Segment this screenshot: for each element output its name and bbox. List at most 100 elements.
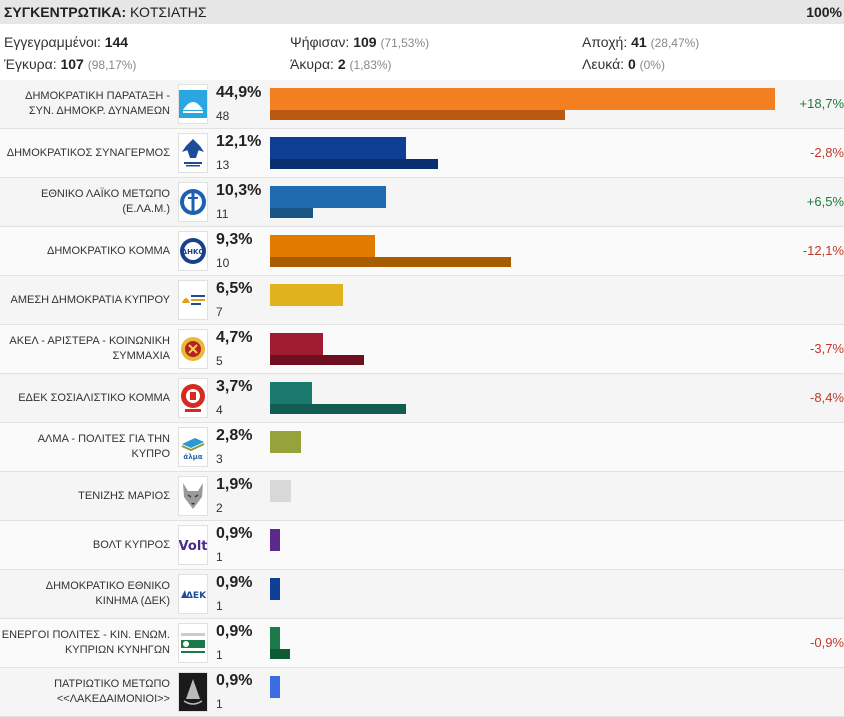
party-row: ΤΕΝΙΖΗΣ ΜΑΡΙΟΣ 1,9% 2 xyxy=(0,472,844,521)
stat-invalid-value: 2 xyxy=(337,56,346,72)
party-row: ΔΗΜΟΚΡΑΤΙΚΗ ΠΑΡΑΤΑΞΗ - ΣΥΝ. ΔΗΜΟΚΡ. ΔΥΝΑ… xyxy=(0,80,844,129)
party-name: ΕΝΕΡΓΟΙ ΠΟΛΙΤΕΣ - ΚΙΝ. ΕΝΩΜ. ΚΥΠΡΙΩΝ ΚΥΝ… xyxy=(1,629,170,656)
vote-percent-label: 0,9% xyxy=(216,672,253,689)
previous-result-bar xyxy=(270,404,406,414)
volt-logo: Volt xyxy=(178,525,208,565)
diko-logo: ΔΗΚΟ xyxy=(178,231,208,271)
previous-result-bar xyxy=(270,257,511,267)
stats-panel: Εγγεγραμμένοι: 144 Ψήφισαν: 109 (71,53%)… xyxy=(0,24,844,80)
vote-count-label: 48 xyxy=(216,109,230,123)
stat-invalid-label: Άκυρα: xyxy=(290,56,334,72)
stat-invalid: Άκυρα: 2 (1,83%) xyxy=(290,56,392,72)
vote-count-label: 11 xyxy=(216,207,229,221)
current-result-bar xyxy=(270,186,386,208)
vote-percent-label: 0,9% xyxy=(216,623,253,640)
party-name: ΤΕΝΙΖΗΣ ΜΑΡΙΟΣ xyxy=(78,489,170,502)
change-label: +6,5% xyxy=(806,194,844,209)
change-label: -3,7% xyxy=(810,341,844,356)
current-result-bar xyxy=(270,529,280,551)
svg-text:ΔΗΚΟ: ΔΗΚΟ xyxy=(182,248,205,256)
stat-abstention-value: 41 xyxy=(631,34,647,50)
results-chart: ΔΗΜΟΚΡΑΤΙΚΗ ΠΑΡΑΤΑΞΗ - ΣΥΝ. ΔΗΜΟΚΡ. ΔΥΝΑ… xyxy=(0,80,844,717)
stat-voted-label: Ψήφισαν: xyxy=(290,34,350,50)
vote-count-label: 2 xyxy=(216,501,223,515)
party-name: ΠΑΤΡΙΩΤΙΚΟ ΜΕΤΩΠΟ <<ΛΑΚΕΔΑΙΜΟΝΙΟΙ>> xyxy=(54,678,170,705)
current-result-bar xyxy=(270,284,343,306)
vote-count-label: 1 xyxy=(216,550,223,564)
stat-registered-value: 144 xyxy=(104,34,129,50)
previous-result-bar xyxy=(270,110,565,120)
current-result-bar xyxy=(270,333,323,355)
party-name: ΒΟΛΤ ΚΥΠΡΟΣ xyxy=(92,538,170,551)
current-result-bar xyxy=(270,235,375,257)
akel-logo xyxy=(178,329,208,369)
party-row: ΔΗΜΟΚΡΑΤΙΚΟΣ ΣΥΝΑΓΕΡΜΟΣ 12,1% 13 -2,8% xyxy=(0,129,844,178)
current-result-bar xyxy=(270,676,280,698)
previous-result-bar xyxy=(270,159,438,169)
stat-valid-label: Έγκυρα: xyxy=(4,56,57,72)
svg-text:Volt: Volt xyxy=(179,539,207,554)
dek-logo: ΔΕΚ xyxy=(178,574,208,614)
elam-logo xyxy=(178,182,208,222)
vote-percent-label: 9,3% xyxy=(216,231,253,248)
stat-valid: Έγκυρα: 107 (98,17%) xyxy=(4,56,136,72)
party-name: ΕΔΕΚ ΣΟΣΙΑΛΙΣΤΙΚΟ ΚΟΜΜΑ xyxy=(18,391,170,404)
party-name: ΑΚΕΛ - ΑΡΙΣΤΕΡΑ - ΚΟΙΝΩΝΙΚΗ ΣΥΜΜΑΧΙΑ xyxy=(9,335,170,362)
dipa-logo xyxy=(178,84,208,124)
party-row: ΠΑΤΡΙΩΤΙΚΟ ΜΕΤΩΠΟ <<ΛΑΚΕΔΑΙΜΟΝΙΟΙ>> 0,9% 1 xyxy=(0,668,844,717)
vote-percent-label: 44,9% xyxy=(216,84,262,101)
header-title: ΣΥΓΚΕΝΤΡΩΤΙΚΑ: ΚΟΤΣΙΑΤΗΣ xyxy=(4,0,207,24)
vote-percent-label: 4,7% xyxy=(216,329,253,346)
stat-abstention-label: Αποχή: xyxy=(582,34,628,50)
vote-percent-label: 0,9% xyxy=(216,525,253,542)
party-row: ΕΘΝΙΚΟ ΛΑΪΚΟ ΜΕΤΩΠΟ (Ε.ΛΑ.Μ.) 10,3% 11 +6,5… xyxy=(0,178,844,227)
vote-percent-label: 12,1% xyxy=(216,133,262,150)
stat-voted-value: 109 xyxy=(353,34,377,50)
party-name: ΑΜΕΣΗ ΔΗΜΟΚΡΑΤΙΑ ΚΥΠΡΟΥ xyxy=(10,293,170,306)
header-place: ΚΟΤΣΙΑΤΗΣ xyxy=(130,4,207,20)
edek-logo xyxy=(178,378,208,418)
change-label: -2,8% xyxy=(810,145,844,160)
party-row: ΑΜΕΣΗ ΔΗΜΟΚΡΑΤΙΑ ΚΥΠΡΟΥ 6,5% 7 xyxy=(0,276,844,325)
alma-logo: άλμα xyxy=(178,427,208,467)
party-row: ΔΗΜΟΚΡΑΤΙΚΟ ΕΘΝΙΚΟ ΚΙΝΗΜΑ (ΔΕΚ) ΔΕΚ 0,9% 1 xyxy=(0,570,844,619)
party-name: ΔΗΜΟΚΡΑΤΙΚΟ ΚΟΜΜΑ xyxy=(47,244,170,257)
svg-text:ΔΕΚ: ΔΕΚ xyxy=(186,591,207,601)
vote-count-label: 1 xyxy=(216,697,223,711)
patriotic-logo xyxy=(178,672,208,712)
previous-result-bar xyxy=(270,649,290,659)
party-name: ΔΗΜΟΚΡΑΤΙΚΟΣ ΣΥΝΑΓΕΡΜΟΣ xyxy=(6,146,170,159)
vote-percent-label: 3,7% xyxy=(216,378,253,395)
vote-percent-label: 1,9% xyxy=(216,476,253,493)
change-label: -8,4% xyxy=(810,390,844,405)
disy-logo xyxy=(178,133,208,173)
vote-percent-label: 2,8% xyxy=(216,427,253,444)
party-row: ΕΝΕΡΓΟΙ ΠΟΛΙΤΕΣ - ΚΙΝ. ΕΝΩΜ. ΚΥΠΡΙΩΝ ΚΥΝ… xyxy=(0,619,844,668)
stat-registered: Εγγεγραμμένοι: 144 xyxy=(4,34,128,50)
party-row: ΔΗΜΟΚΡΑΤΙΚΟ ΚΟΜΜΑ ΔΗΚΟ 9,3% 10 -12,1% xyxy=(0,227,844,276)
party-name: ΑΛΜΑ - ΠΟΛΙΤΕΣ ΓΙΑ ΤΗΝ ΚΥΠΡΟ xyxy=(37,433,170,460)
stat-blank: Λευκά: 0 (0%) xyxy=(582,56,665,72)
party-name: ΔΗΜΟΚΡΑΤΙΚΗ ΠΑΡΑΤΑΞΗ - ΣΥΝ. ΔΗΜΟΚΡ. ΔΥΝΑ… xyxy=(25,90,170,117)
vote-count-label: 3 xyxy=(216,452,223,466)
change-label: -12,1% xyxy=(802,243,844,258)
vote-count-label: 5 xyxy=(216,354,223,368)
vote-count-label: 1 xyxy=(216,599,223,613)
current-result-bar xyxy=(270,578,280,600)
previous-result-bar xyxy=(270,208,313,218)
vote-count-label: 1 xyxy=(216,648,223,662)
party-row: ΕΔΕΚ ΣΟΣΙΑΛΙΣΤΙΚΟ ΚΟΜΜΑ 3,7% 4 -8,4% xyxy=(0,374,844,423)
header-title-prefix: ΣΥΓΚΕΝΤΡΩΤΙΚΑ: xyxy=(4,4,127,20)
vote-count-label: 7 xyxy=(216,305,223,319)
vote-percent-label: 6,5% xyxy=(216,280,253,297)
vote-count-label: 13 xyxy=(216,158,230,172)
results-header: ΣΥΓΚΕΝΤΡΩΤΙΚΑ: ΚΟΤΣΙΑΤΗΣ 100% xyxy=(0,0,844,24)
current-result-bar xyxy=(270,627,280,649)
party-row: ΒΟΛΤ ΚΥΠΡΟΣ Volt 0,9% 1 xyxy=(0,521,844,570)
vote-count-label: 4 xyxy=(216,403,223,417)
current-result-bar xyxy=(270,382,312,404)
stat-valid-pct: (98,17%) xyxy=(87,58,137,72)
stat-abstention-pct: (28,47%) xyxy=(650,36,700,50)
stat-voted-pct: (71,53%) xyxy=(380,36,430,50)
stat-valid-value: 107 xyxy=(60,56,84,72)
